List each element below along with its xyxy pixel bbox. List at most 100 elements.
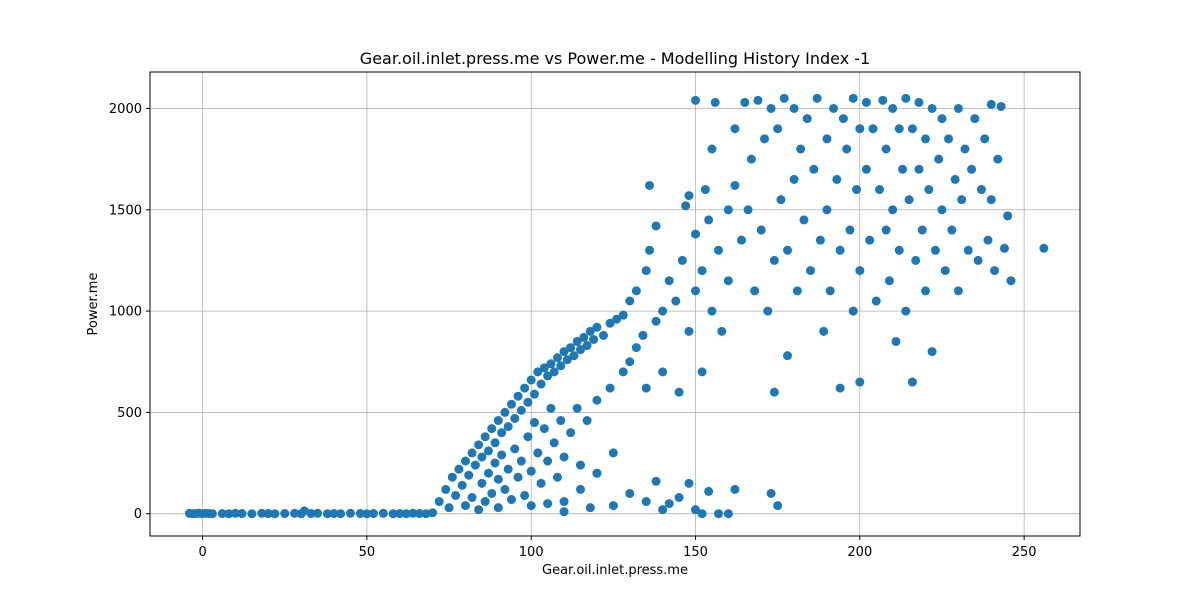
data-point <box>953 286 963 296</box>
data-point <box>313 508 323 518</box>
data-point <box>677 255 687 265</box>
data-point <box>976 185 986 195</box>
data-point <box>907 377 917 387</box>
data-point <box>516 405 526 415</box>
data-point <box>434 497 444 507</box>
data-point <box>329 509 339 519</box>
data-point <box>645 245 655 255</box>
x-tick-label: 200 <box>847 545 872 560</box>
data-point <box>684 191 694 201</box>
data-point <box>631 343 641 353</box>
data-point <box>842 144 852 154</box>
data-point <box>618 367 628 377</box>
data-point <box>263 509 273 519</box>
data-point <box>891 336 901 346</box>
data-point <box>539 363 549 373</box>
data-point <box>575 345 585 355</box>
data-point <box>776 195 786 205</box>
data-point <box>513 391 523 401</box>
data-point <box>829 103 839 113</box>
data-point <box>533 448 543 458</box>
data-point <box>345 508 355 518</box>
data-point <box>510 413 520 423</box>
data-point <box>444 503 454 513</box>
data-point <box>763 306 773 316</box>
data-point <box>608 501 618 511</box>
data-point <box>224 509 234 519</box>
data-point <box>612 314 622 324</box>
data-point <box>832 174 842 184</box>
data-point <box>513 472 523 482</box>
data-point <box>697 367 707 377</box>
data-point <box>490 438 500 448</box>
data-point <box>927 347 937 357</box>
data-point <box>625 296 635 306</box>
data-point <box>881 144 891 154</box>
x-tick-label: 50 <box>359 545 376 560</box>
data-point <box>674 493 684 503</box>
chart-title: Gear.oil.inlet.press.me vs Power.me - Mo… <box>360 49 870 68</box>
data-point <box>552 472 562 482</box>
data-point <box>691 229 701 239</box>
data-point <box>477 452 487 462</box>
data-point <box>953 103 963 113</box>
data-point <box>322 509 332 519</box>
data-point <box>497 428 507 438</box>
data-point <box>930 245 940 255</box>
data-point <box>855 124 865 134</box>
data-point <box>921 134 931 144</box>
data-point <box>963 245 973 255</box>
data-point <box>579 332 589 342</box>
data-point <box>766 488 776 498</box>
data-point <box>894 124 904 134</box>
data-point <box>730 180 740 190</box>
y-tick-label: 500 <box>117 406 142 421</box>
x-axis-ticks: 0 50 100 150 200 250 <box>198 536 1037 560</box>
y-tick-label: 2000 <box>109 102 142 117</box>
data-point <box>822 134 832 144</box>
x-tick-label: 100 <box>519 545 544 560</box>
data-point <box>566 428 576 438</box>
data-point <box>575 484 585 494</box>
data-point <box>861 164 871 174</box>
data-point <box>658 367 668 377</box>
data-point <box>658 306 668 316</box>
data-point <box>483 446 493 456</box>
data-point <box>487 424 497 434</box>
data-point <box>336 509 346 519</box>
data-point <box>937 114 947 124</box>
data-point <box>901 306 911 316</box>
data-point <box>671 296 681 306</box>
data-point <box>809 164 819 174</box>
data-point <box>414 509 424 519</box>
data-point <box>230 508 240 518</box>
data-point <box>868 124 878 134</box>
data-point <box>848 306 858 316</box>
data-point <box>730 484 740 494</box>
data-point <box>559 347 569 357</box>
data-point <box>257 508 267 518</box>
data-point <box>990 266 1000 276</box>
data-point <box>566 343 576 353</box>
data-point <box>408 508 418 518</box>
data-point <box>506 495 516 505</box>
data-point <box>950 174 960 184</box>
data-point <box>625 357 635 367</box>
data-point <box>503 464 513 474</box>
data-point <box>500 484 510 494</box>
data-point <box>477 478 487 488</box>
data-point <box>881 225 891 235</box>
data-point <box>980 134 990 144</box>
data-point <box>664 276 674 286</box>
grid-lines <box>150 72 1080 536</box>
data-point <box>940 266 950 276</box>
data-point <box>875 185 885 195</box>
data-point <box>401 509 411 519</box>
data-point <box>904 195 914 205</box>
data-point <box>549 438 559 448</box>
data-point <box>714 245 724 255</box>
data-point <box>802 114 812 124</box>
data-point <box>796 144 806 154</box>
data-point <box>474 505 484 515</box>
